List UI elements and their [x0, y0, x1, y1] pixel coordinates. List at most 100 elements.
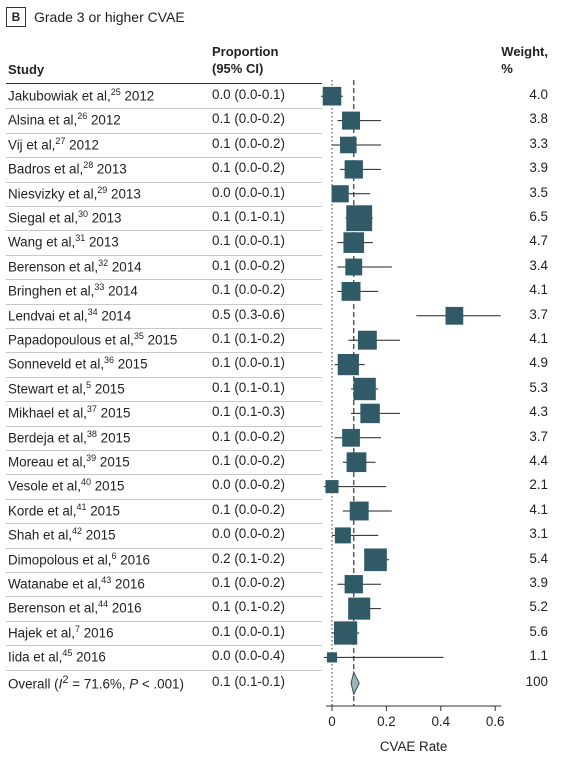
- study-label: Badros et al,28 2013: [8, 160, 127, 176]
- study-label: Dimopolous et al,6 2016: [8, 551, 150, 567]
- study-name: Stewart et al,: [8, 381, 87, 397]
- study-year: 2015: [96, 430, 131, 446]
- study-name: Lendvai et al,: [8, 308, 88, 324]
- study-proportion: 0.0 (0.0-0.4): [212, 648, 285, 664]
- x-tick-label: 0.6: [486, 714, 505, 729]
- study-ref: 32: [98, 257, 109, 268]
- study-label: Mikhael et al,37 2015: [8, 404, 130, 420]
- study-name: Sonneveld et al,: [8, 356, 105, 372]
- study-marker: [344, 160, 363, 179]
- study-marker: [340, 136, 357, 154]
- table-row: Siegal et al,30 2013 0.1 (0.1-0.1) 6.5: [0, 206, 564, 230]
- table-row: Berdeja et al,38 2015 0.1 (0.0-0.2) 3.7: [0, 426, 564, 450]
- study-proportion: 0.1 (0.1-0.2): [212, 331, 285, 346]
- study-marker: [364, 548, 387, 572]
- study-label: Iida et al,45 2016: [8, 648, 106, 664]
- study-marker: [344, 575, 363, 594]
- row-divider: [6, 230, 322, 232]
- study-ref: 27: [55, 135, 66, 146]
- study-ref: 36: [104, 355, 115, 366]
- study-name: Berenson et al,: [8, 259, 99, 275]
- row-divider: [6, 352, 322, 354]
- p-symbol: P: [129, 676, 139, 692]
- row-divider: [6, 108, 322, 110]
- header-divider: [6, 83, 322, 84]
- study-proportion: 0.1 (0.1-0.1): [212, 209, 285, 224]
- study-ref: 6: [111, 550, 117, 561]
- row-divider: [6, 498, 322, 500]
- study-label: Vij et al,27 2012: [8, 136, 99, 152]
- study-label: Jakubowiak et al,25 2012: [8, 87, 154, 103]
- study-year: 2016: [108, 600, 142, 616]
- study-marker: [345, 258, 363, 276]
- study-weight: 3.9: [529, 575, 548, 590]
- study-year: 2013: [107, 186, 141, 202]
- study-marker: [343, 232, 365, 253]
- study-marker: [357, 330, 377, 350]
- row-divider: [6, 620, 322, 622]
- study-proportion: 0.1 (0.0-0.2): [212, 257, 285, 273]
- study-ref: 33: [94, 282, 105, 293]
- overall-proportion: 0.1 (0.1-0.1): [212, 674, 285, 689]
- study-label: Vesole et al,40 2015: [8, 477, 125, 493]
- study-year: 2016: [72, 649, 106, 665]
- x-tick-label: 0.4: [431, 714, 450, 729]
- study-ref: 35: [133, 331, 144, 341]
- study-weight: 3.9: [529, 160, 548, 176]
- study-name: Siegal et al,: [8, 210, 78, 226]
- study-marker: [326, 652, 338, 663]
- study-label: Niesvizky et al,29 2013: [8, 185, 141, 201]
- row-divider: [6, 376, 322, 378]
- study-weight: 3.7: [529, 428, 548, 444]
- row-divider: [6, 669, 322, 671]
- study-weight: 5.3: [529, 379, 548, 395]
- overall-label-mid: = 71.6%,: [68, 676, 130, 692]
- study-ref: 43: [101, 575, 112, 585]
- study-name: Iida et al,: [8, 649, 63, 665]
- row-divider: [6, 645, 322, 647]
- study-name: Alsina et al,: [8, 112, 78, 128]
- study-proportion: 0.1 (0.0-0.2): [212, 575, 285, 590]
- study-marker: [353, 377, 376, 401]
- study-name: Shah et al,: [8, 527, 73, 543]
- study-ref: 5: [86, 379, 92, 390]
- study-name: Berdeja et al,: [8, 430, 87, 446]
- i2-superscript: 2: [62, 674, 69, 686]
- weight-column-header: Weight, %: [501, 43, 548, 77]
- study-label: Berenson et al,32 2014: [8, 258, 142, 274]
- study-proportion: 0.1 (0.1-0.1): [212, 379, 285, 395]
- x-tick-label: 0: [328, 714, 335, 729]
- table-row: Mikhael et al,37 2015 0.1 (0.1-0.3) 4.3: [0, 401, 564, 425]
- study-proportion: 0.1 (0.0-0.2): [212, 282, 285, 298]
- panel-letter: B: [6, 7, 26, 27]
- study-weight: 3.4: [529, 257, 548, 273]
- row-divider: [6, 401, 322, 403]
- row-divider: [6, 450, 322, 451]
- panel-title: Grade 3 or higher CVAE: [34, 9, 185, 25]
- study-proportion: 0.1 (0.0-0.1): [212, 355, 285, 371]
- table-row: Wang et al,31 2013 0.1 (0.0-0.1) 4.7: [0, 230, 564, 254]
- study-marker: [334, 527, 351, 544]
- table-row: Stewart et al,5 2015 0.1 (0.1-0.1) 5.3: [0, 377, 564, 401]
- proportion-header-line1: Proportion: [212, 44, 279, 59]
- table-row: Moreau et al,39 2015 0.1 (0.0-0.2) 4.4: [0, 450, 564, 474]
- study-marker: [341, 281, 361, 301]
- study-proportion: 0.1 (0.0-0.2): [212, 135, 285, 151]
- study-label: Papadopoulous et al,35 2015: [8, 331, 177, 347]
- study-name: Dimopolous et al,: [8, 552, 112, 568]
- study-ref: 38: [86, 428, 97, 439]
- weight-header-line2: %: [501, 61, 513, 76]
- study-marker: [331, 185, 349, 203]
- study-weight: 2.1: [529, 477, 548, 493]
- row-divider: [6, 572, 322, 573]
- study-proportion: 0.1 (0.0-0.2): [212, 160, 285, 176]
- study-weight: 3.3: [529, 135, 548, 151]
- study-year: 2014: [108, 259, 142, 275]
- study-column-header: Study: [8, 62, 45, 77]
- overall-weight: 100: [525, 674, 548, 689]
- study-year: 2013: [85, 234, 119, 250]
- study-label: Bringhen et al,33 2014: [8, 282, 138, 298]
- table-row: Lendvai et al,34 2014 0.5 (0.3-0.6) 3.7: [0, 304, 564, 328]
- study-year: 2015: [96, 405, 131, 421]
